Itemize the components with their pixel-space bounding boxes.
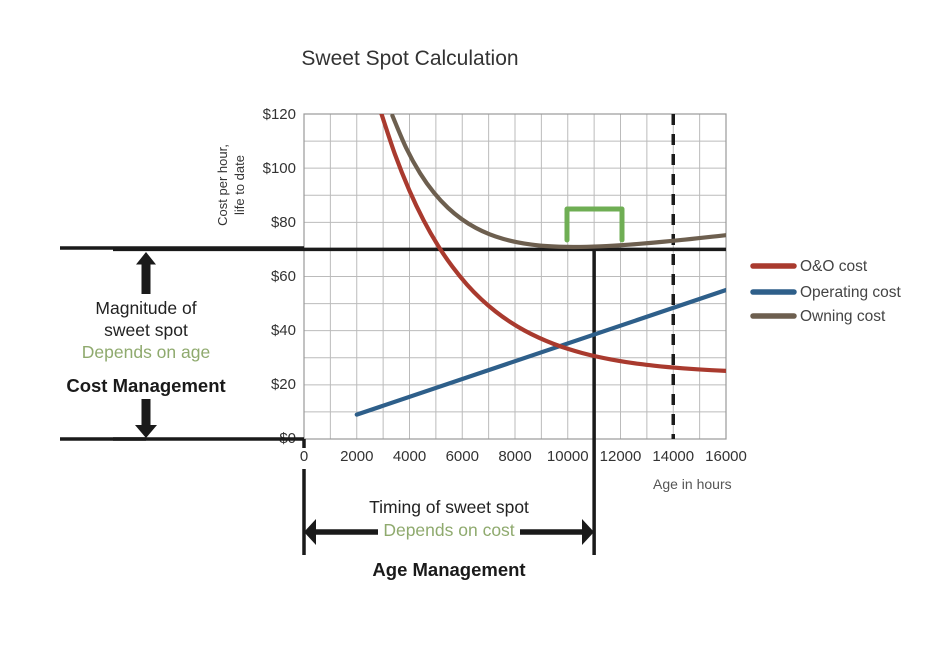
svg-text:16000: 16000 <box>705 448 747 465</box>
svg-text:Operating cost: Operating cost <box>800 284 901 301</box>
svg-text:sweet spot: sweet spot <box>104 320 188 340</box>
svg-text:Magnitude of: Magnitude of <box>95 298 196 318</box>
svg-text:Age in hours: Age in hours <box>653 476 732 492</box>
svg-text:2000: 2000 <box>340 448 373 465</box>
svg-text:Depends on cost: Depends on cost <box>383 520 514 540</box>
svg-text:life to date: life to date <box>232 155 247 215</box>
svg-text:0: 0 <box>300 448 308 465</box>
svg-text:$60: $60 <box>271 268 296 285</box>
svg-text:$100: $100 <box>263 160 296 177</box>
svg-text:8000: 8000 <box>498 448 531 465</box>
svg-text:10000: 10000 <box>547 448 589 465</box>
svg-text:$20: $20 <box>271 376 296 393</box>
svg-text:Sweet Spot Calculation: Sweet Spot Calculation <box>301 47 518 70</box>
svg-text:O&O cost: O&O cost <box>800 258 868 275</box>
svg-text:Timing of sweet spot: Timing of sweet spot <box>369 497 529 517</box>
svg-text:Cost Management: Cost Management <box>66 375 225 396</box>
svg-text:Depends on age: Depends on age <box>82 342 210 362</box>
svg-text:Cost per hour,: Cost per hour, <box>215 144 230 226</box>
svg-text:$120: $120 <box>263 106 296 123</box>
svg-text:$80: $80 <box>271 214 296 231</box>
svg-text:6000: 6000 <box>446 448 479 465</box>
svg-text:Age Management: Age Management <box>372 559 525 580</box>
svg-text:12000: 12000 <box>600 448 642 465</box>
svg-text:4000: 4000 <box>393 448 426 465</box>
svg-text:14000: 14000 <box>652 448 694 465</box>
svg-text:$40: $40 <box>271 322 296 339</box>
svg-text:Owning cost: Owning cost <box>800 308 886 325</box>
